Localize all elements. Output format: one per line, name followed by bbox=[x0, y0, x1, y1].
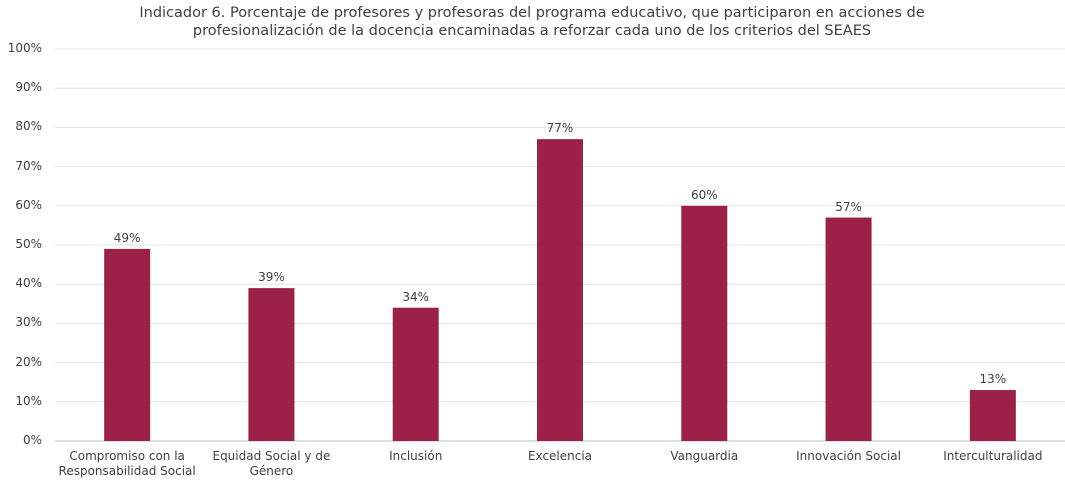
bar bbox=[825, 217, 872, 441]
x-tick-label: Excelencia bbox=[527, 449, 593, 463]
data-label: 34% bbox=[402, 289, 430, 304]
x-tick-label: Interculturalidad bbox=[943, 449, 1043, 463]
data-label: 39% bbox=[258, 270, 285, 285]
x-tick-label: Equidad Social y de Género bbox=[212, 449, 331, 478]
y-tick-label: 60% bbox=[15, 197, 42, 212]
y-tick-label: 70% bbox=[15, 158, 42, 173]
y-tick-label: 100% bbox=[7, 41, 42, 55]
data-label: 57% bbox=[835, 199, 862, 214]
y-tick-label: 90% bbox=[15, 80, 42, 95]
x-tick-label: Innovación Social bbox=[796, 449, 901, 463]
x-tick-label: Compromiso con la Responsabilidad Social bbox=[58, 449, 196, 478]
y-tick-label: 80% bbox=[15, 119, 42, 134]
y-tick-label: 40% bbox=[15, 276, 42, 291]
bar bbox=[392, 307, 439, 441]
data-label: 49% bbox=[113, 230, 141, 245]
y-tick-label: 20% bbox=[15, 354, 42, 369]
bar bbox=[248, 288, 295, 441]
y-tick-label: 30% bbox=[15, 315, 42, 330]
data-label: 13% bbox=[979, 372, 1007, 387]
bar bbox=[681, 205, 728, 441]
y-tick-label: 50% bbox=[15, 237, 42, 251]
y-tick-label: 0% bbox=[22, 433, 42, 447]
bar bbox=[537, 139, 583, 441]
bar bbox=[104, 248, 151, 441]
data-label: 60% bbox=[690, 187, 718, 202]
chart-title: Indicador 6. Porcentaje de profesores y … bbox=[139, 5, 925, 39]
bar bbox=[969, 390, 1016, 441]
x-tick-label: Vanguardia bbox=[670, 449, 739, 463]
x-tick-label: Inclusión bbox=[389, 449, 443, 463]
y-tick-label: 10% bbox=[15, 393, 42, 408]
data-label: 77% bbox=[546, 121, 574, 136]
